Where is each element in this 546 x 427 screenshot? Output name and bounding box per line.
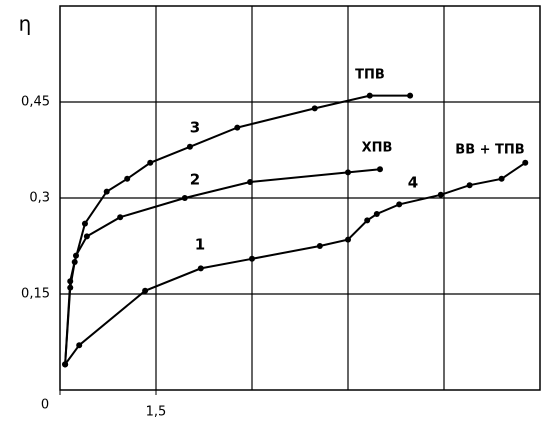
curve-number: 3: [190, 119, 200, 137]
data-point: [345, 169, 351, 176]
curve-number: 2: [190, 171, 200, 189]
data-point: [407, 92, 414, 99]
series-name: ВВ + ТПВ: [455, 143, 524, 158]
curve-number: 4: [408, 174, 418, 192]
data-point: [522, 159, 529, 166]
data-point: [142, 287, 149, 294]
data-point: [366, 92, 373, 99]
data-point: [247, 179, 254, 185]
x-tick-label: 0: [41, 398, 49, 413]
data-point: [311, 105, 318, 112]
data-line: [64, 161, 526, 365]
data-point: [364, 217, 371, 224]
data-point: [62, 361, 69, 368]
data-point: [437, 191, 444, 198]
data-point: [124, 175, 131, 182]
data-point: [181, 195, 188, 201]
data-point: [377, 166, 383, 173]
series-name: ТПВ: [355, 68, 385, 83]
series-name: ХПВ: [362, 141, 393, 156]
data-point: [83, 233, 90, 240]
data-point: [396, 201, 403, 208]
data-point: [147, 159, 154, 166]
curve-number: 1: [195, 236, 205, 254]
y-tick-label: 0,45: [21, 95, 50, 110]
data-point: [81, 220, 88, 227]
data-point: [316, 243, 323, 249]
data-point: [197, 265, 204, 272]
data-point: [76, 342, 83, 349]
data-point: [234, 124, 241, 131]
data-point: [103, 188, 110, 195]
data-point: [466, 182, 473, 189]
data-point: [249, 255, 255, 262]
data-point: [498, 175, 505, 182]
y-axis-label: η: [19, 12, 32, 36]
data-point: [373, 211, 380, 217]
data-point: [117, 214, 124, 221]
y-tick-label: 0,3: [29, 191, 50, 206]
data-point: [186, 143, 193, 150]
data-point: [345, 236, 351, 243]
data-point: [73, 252, 79, 259]
data-point: [67, 278, 74, 285]
x-tick-label: 1,5: [146, 405, 167, 420]
y-tick-label: 0,15: [21, 287, 50, 302]
